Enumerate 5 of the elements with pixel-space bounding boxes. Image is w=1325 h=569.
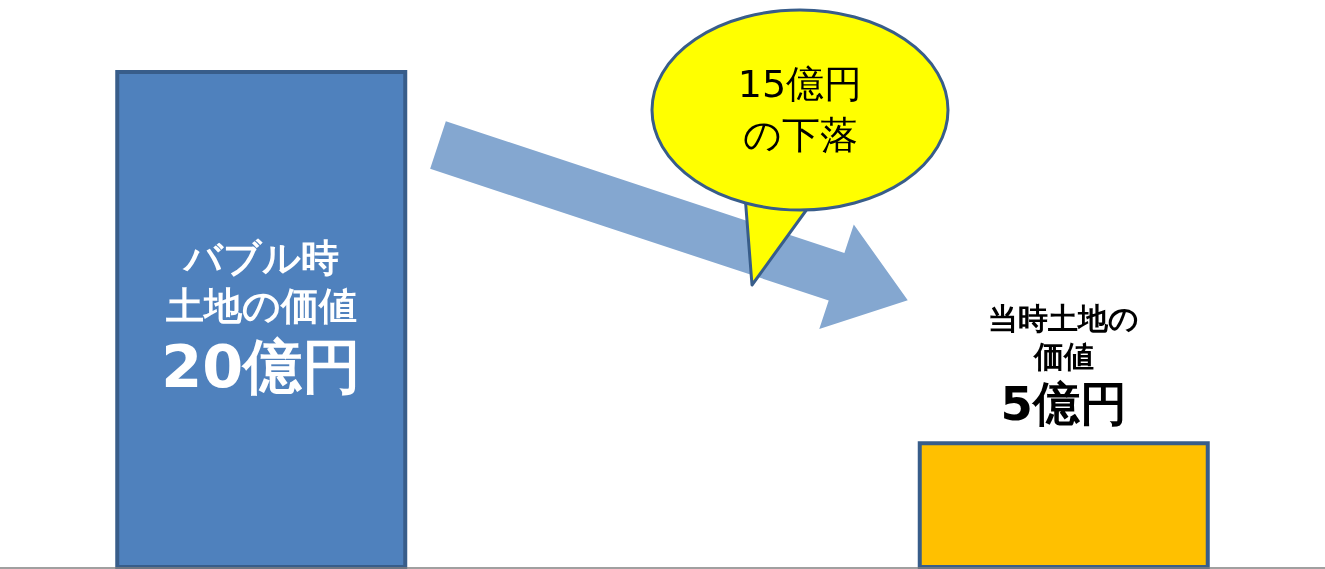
data-label: 20億円 — [160, 331, 363, 403]
annotation: 15億円の下落 — [736, 60, 864, 159]
data-label: 5億円 — [999, 376, 1128, 434]
category-label: バブル時土地の価値 — [165, 236, 357, 328]
x-tick-label: 当時土地の価値 — [988, 301, 1140, 374]
